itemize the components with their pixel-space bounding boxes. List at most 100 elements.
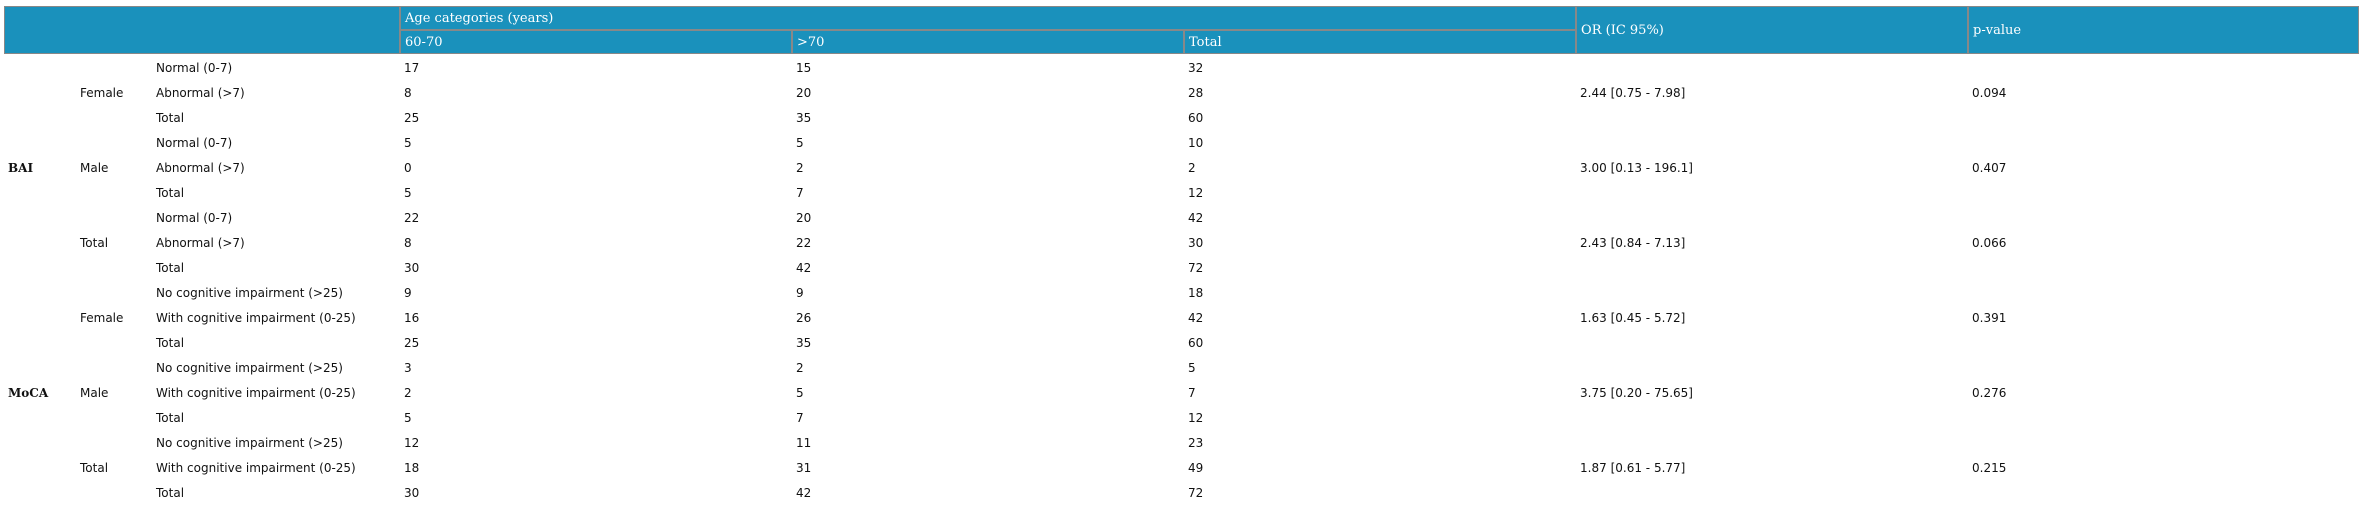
value-total: 7 <box>1188 385 1196 400</box>
value-gt70: 26 <box>796 310 812 325</box>
table-row: Total 5 7 12 <box>4 180 2359 205</box>
scale-name: MoCA <box>8 385 49 400</box>
group-name: Male <box>80 385 109 400</box>
value-total: 28 <box>1188 85 1204 100</box>
odds-ratio: 1.63 [0.45 - 5.72] <box>1580 310 1686 325</box>
group-name: Female <box>80 310 124 325</box>
category-label: Total <box>156 110 185 125</box>
table-row: Abnormal (>7) 8 22 30 <box>4 230 2359 255</box>
table-row: BAI Female Normal (0-7) 17 15 32 2.44 [0.75 - … <box>4 54 2359 175</box>
value-gt70: 5 <box>796 135 804 150</box>
value-60-70: 30 <box>404 260 420 275</box>
value-60-70: 16 <box>404 310 420 325</box>
value-gt70: 2 <box>796 160 804 175</box>
value-total: 49 <box>1188 460 1204 475</box>
group-name: Male <box>80 160 109 175</box>
value-total: 42 <box>1188 310 1204 325</box>
value-60-70: 5 <box>404 135 412 150</box>
p-value: 0.094 <box>1972 85 2007 100</box>
value-total: 72 <box>1188 485 1204 500</box>
value-total: 60 <box>1188 110 1204 125</box>
group-name: Total <box>80 235 109 250</box>
group-name: Total <box>80 460 109 475</box>
value-60-70: 12 <box>404 435 420 450</box>
category-label: Abnormal (>7) <box>156 235 245 250</box>
header-total: Total <box>1183 29 1578 55</box>
category-label: Total <box>156 185 185 200</box>
value-total: 18 <box>1188 285 1204 300</box>
table-row: Total 25 35 60 <box>4 105 2359 130</box>
value-60-70: 8 <box>404 85 412 100</box>
value-gt70: 9 <box>796 285 804 300</box>
value-60-70: 0 <box>404 160 412 175</box>
header-or: OR (IC 95%) <box>1575 5 1970 55</box>
value-gt70: 2 <box>796 360 804 375</box>
table-row: Total No cognitive impairment (>25) 12 11 23… <box>4 430 2359 475</box>
p-value: 0.215 <box>1972 460 2007 475</box>
value-total: 5 <box>1188 360 1196 375</box>
value-gt70: 7 <box>796 410 804 425</box>
odds-ratio: 3.00 [0.13 - 196.1] <box>1580 160 1693 175</box>
value-gt70: 11 <box>796 435 812 450</box>
p-value: 0.066 <box>1972 235 2007 250</box>
table-row: With cognitive impairment (0-25) 16 26 42 <box>4 305 2359 330</box>
value-60-70: 18 <box>404 460 420 475</box>
table-row: Total 5 7 12 <box>4 405 2359 430</box>
table-row: Total 30 42 72 <box>4 480 2359 505</box>
value-gt70: 7 <box>796 185 804 200</box>
value-total: 2 <box>1188 160 1196 175</box>
table-row: Total 30 42 72 <box>4 255 2359 280</box>
value-60-70: 30 <box>404 485 420 500</box>
value-total: 12 <box>1188 410 1204 425</box>
value-60-70: 5 <box>404 410 412 425</box>
value-total: 23 <box>1188 435 1204 450</box>
table-row: Male Normal (0-7) 5 5 10 3.00 [0.13 - 196.1] 0… <box>4 130 2359 175</box>
value-60-70: 17 <box>404 60 420 75</box>
table-body: BAI Female Normal (0-7) 17 15 32 2.44 [0.75 - … <box>4 54 2359 505</box>
value-total: 12 <box>1188 185 1204 200</box>
header-blank <box>2 5 402 55</box>
table-row: Male No cognitive impairment (>25) 3 2 5 3.75… <box>4 355 2359 400</box>
value-gt70: 20 <box>796 210 812 225</box>
odds-ratio: 1.87 [0.61 - 5.77] <box>1580 460 1686 475</box>
table-row: Total 25 35 60 <box>4 330 2359 355</box>
value-60-70: 2 <box>404 385 412 400</box>
table-row: With cognitive impairment (0-25) 18 31 49 <box>4 455 2359 480</box>
category-label: Normal (0-7) <box>156 210 233 225</box>
table-row: MoCA Female No cognitive impairment (>25) 9… <box>4 280 2359 400</box>
value-total: 30 <box>1188 235 1204 250</box>
header-p-value: p-value <box>1967 5 2361 55</box>
value-total: 42 <box>1188 210 1204 225</box>
value-60-70: 25 <box>404 110 420 125</box>
group-name: Female <box>80 85 124 100</box>
value-total: 32 <box>1188 60 1204 75</box>
value-gt70: 35 <box>796 110 812 125</box>
category-label: Normal (0-7) <box>156 135 233 150</box>
value-60-70: 3 <box>404 360 412 375</box>
table-row: Abnormal (>7) 0 2 2 <box>4 155 2359 180</box>
value-60-70: 8 <box>404 235 412 250</box>
value-total: 10 <box>1188 135 1204 150</box>
category-label: With cognitive impairment (0-25) <box>156 310 356 325</box>
category-label: Total <box>156 485 185 500</box>
value-gt70: 15 <box>796 60 812 75</box>
value-gt70: 5 <box>796 385 804 400</box>
category-label: Total <box>156 410 185 425</box>
category-label: With cognitive impairment (0-25) <box>156 385 356 400</box>
table-row: Abnormal (>7) 8 20 28 <box>4 80 2359 105</box>
p-value: 0.391 <box>1972 310 2007 325</box>
value-gt70: 42 <box>796 485 812 500</box>
category-label: No cognitive impairment (>25) <box>156 285 343 300</box>
category-label: With cognitive impairment (0-25) <box>156 460 356 475</box>
category-label: Total <box>156 260 185 275</box>
value-total: 60 <box>1188 335 1204 350</box>
value-total: 72 <box>1188 260 1204 275</box>
header-age-categories: Age categories (years) <box>399 5 1578 31</box>
value-60-70: 22 <box>404 210 420 225</box>
value-gt70: 20 <box>796 85 812 100</box>
category-label: Normal (0-7) <box>156 60 233 75</box>
category-label: Abnormal (>7) <box>156 160 245 175</box>
odds-ratio: 2.43 [0.84 - 7.13] <box>1580 235 1686 250</box>
odds-ratio: 2.44 [0.75 - 7.98] <box>1580 85 1686 100</box>
value-gt70: 35 <box>796 335 812 350</box>
